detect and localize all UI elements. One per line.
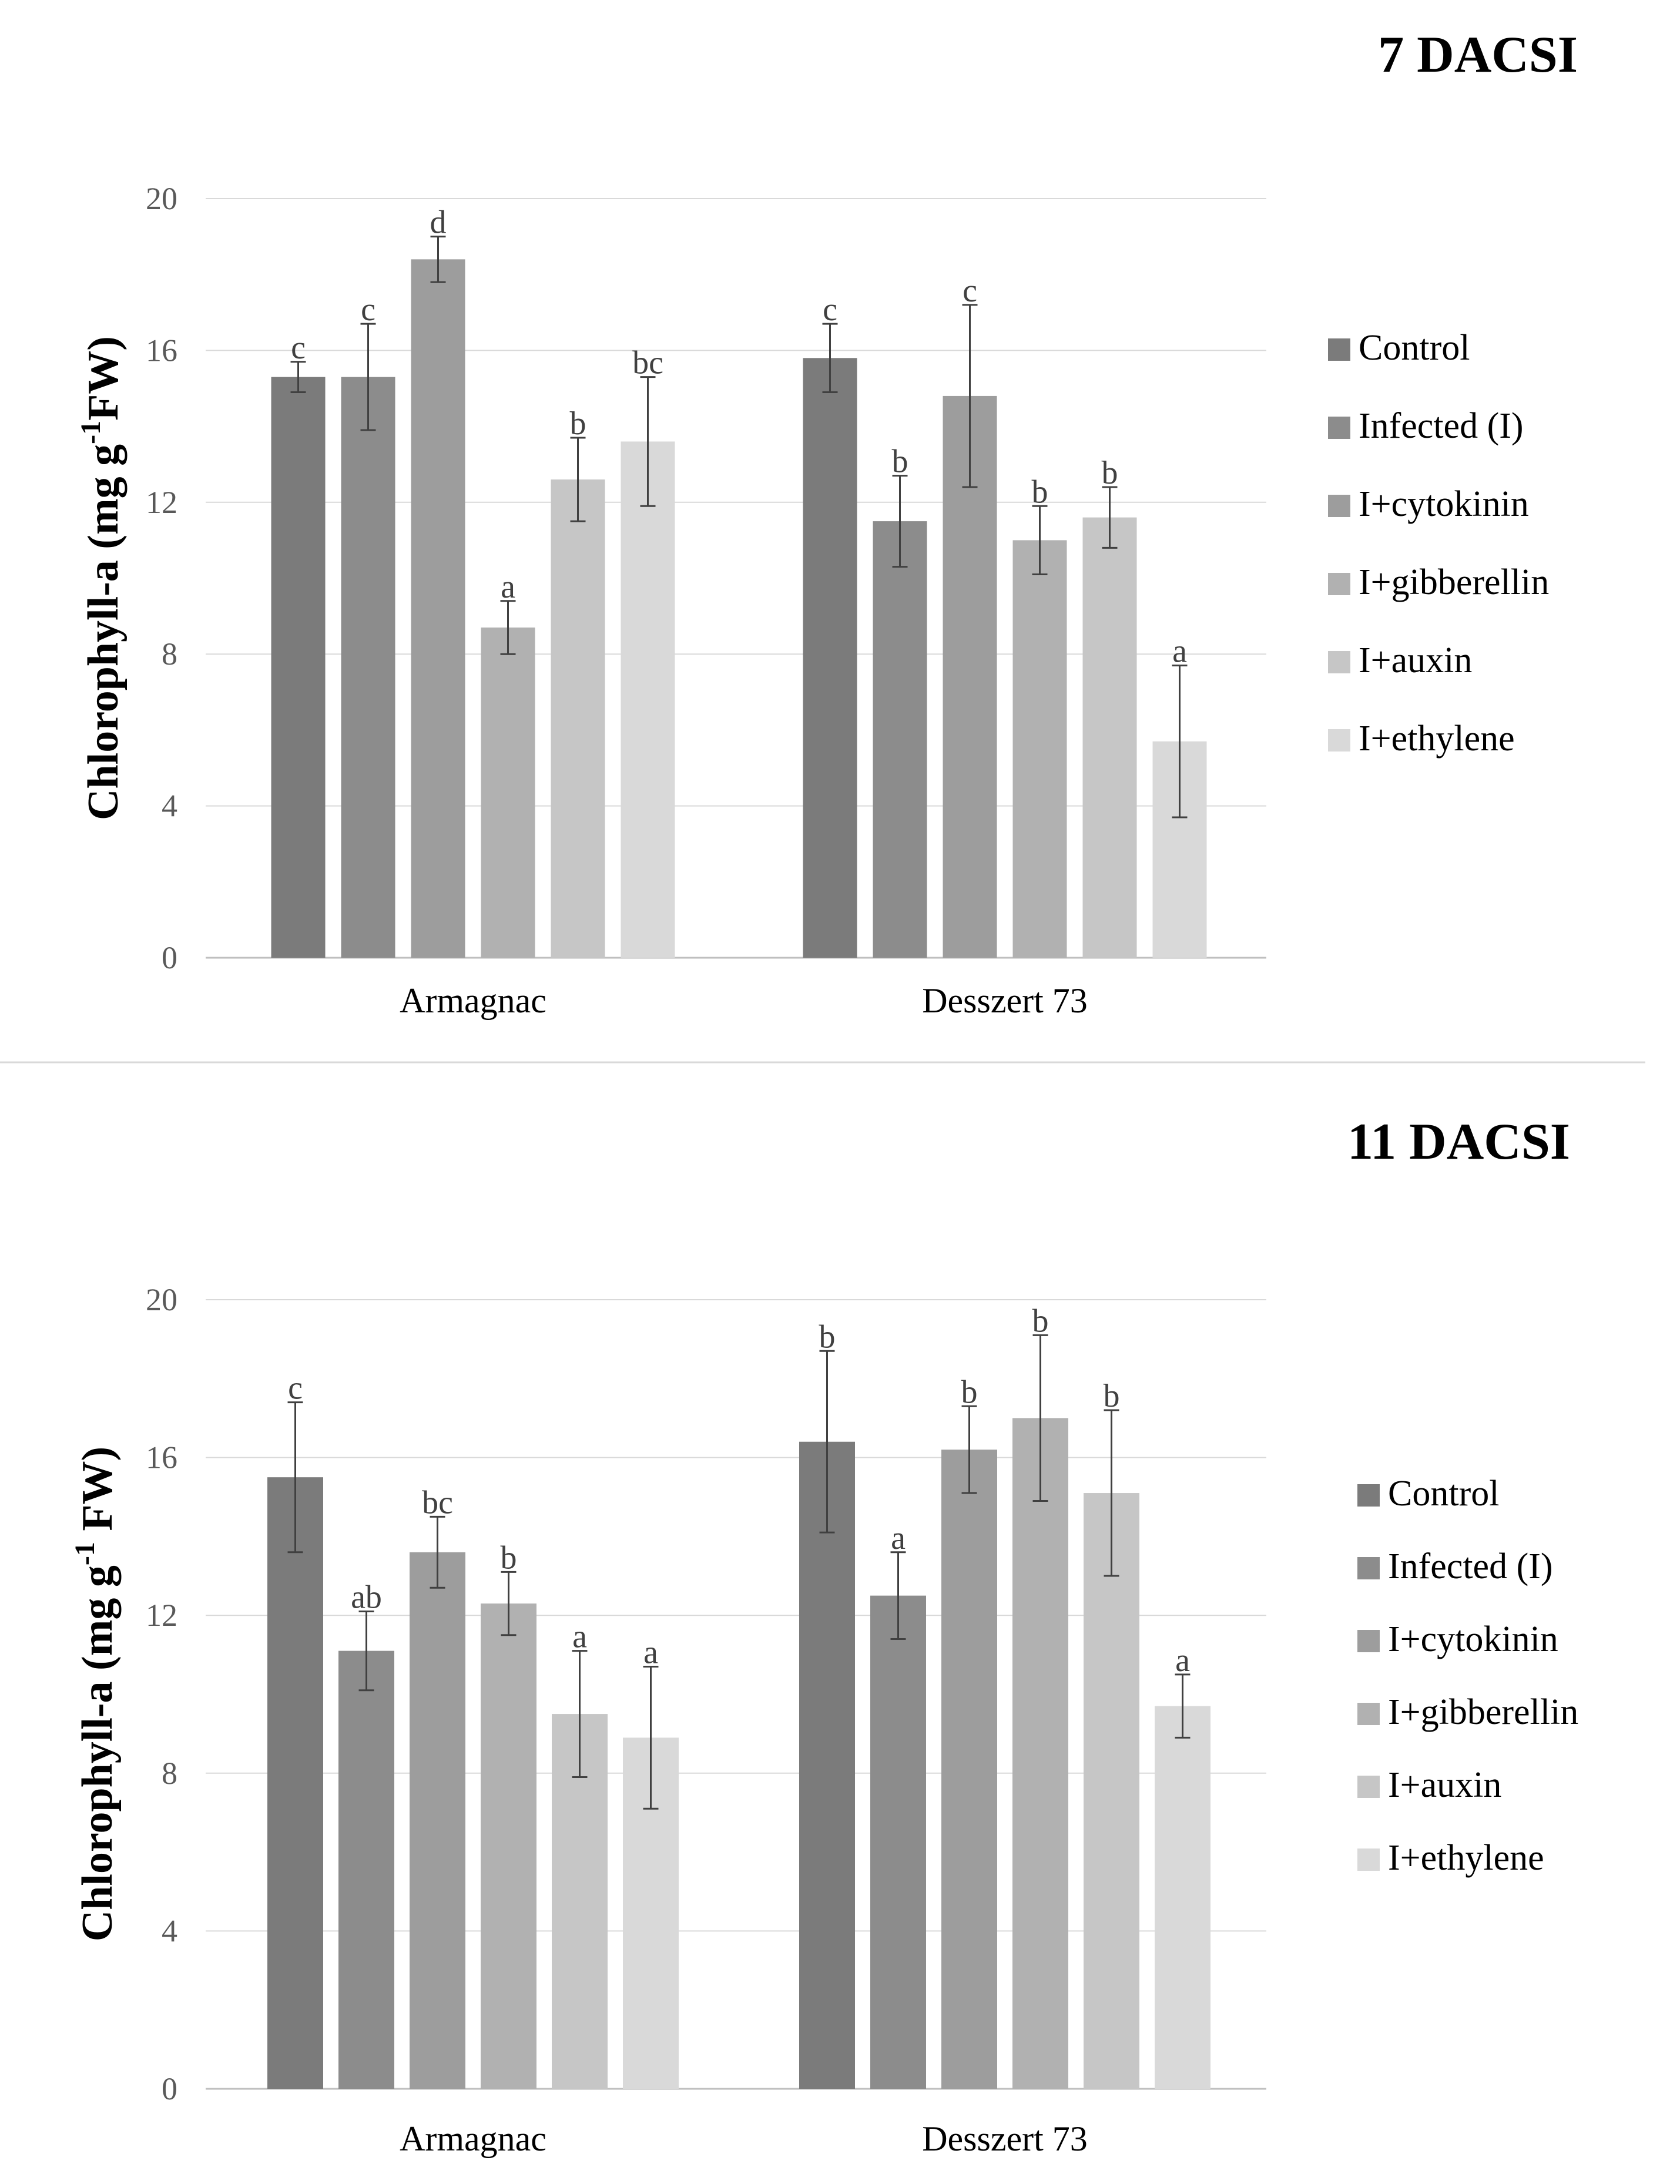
category-label: Desszert 73 [922, 981, 1088, 1020]
legend-swatch [1357, 1776, 1380, 1798]
legend-label: Control [1359, 328, 1470, 368]
legend-label: I+cytokinin [1388, 1619, 1558, 1659]
significance-letter: c [288, 1370, 303, 1407]
legend-swatch [1357, 1703, 1380, 1725]
bar-infected-i [338, 1650, 394, 2089]
y-tick-label: 12 [146, 485, 177, 520]
significance-letter: a [1175, 1642, 1190, 1679]
chart-title: 7 DACSI [1378, 26, 1578, 83]
chart-panel-11-dacsi: 11 DACSI 0 4 8 12 16 20 Chlorophyll-a (mg g-1 F… [69, 1113, 1578, 2158]
significance-letter: a [643, 1634, 658, 1670]
significance-letter: b [1032, 1303, 1049, 1339]
significance-letter: a [1172, 633, 1187, 670]
significance-letter: a [501, 569, 515, 605]
category-label: Desszert 73 [922, 2119, 1088, 2158]
legend-swatch [1357, 1630, 1380, 1652]
significance-letter: c [823, 291, 837, 328]
significance-letter: b [570, 405, 586, 442]
bar-control [803, 358, 857, 958]
legend-swatch [1357, 1557, 1380, 1579]
legend-label: I+cytokinin [1359, 484, 1529, 524]
legend-label: I+gibberellin [1388, 1692, 1578, 1732]
y-axis-label-main: Chlorophyll-a (mg g [73, 1565, 122, 1941]
y-axis-label: Chlorophyll-a (mg g-1FW) [75, 336, 128, 820]
bar-i-gibberellin [481, 627, 535, 958]
bar-control [267, 1477, 323, 2089]
bar-i-cytokinin [411, 259, 465, 958]
y-tick-label: 8 [162, 636, 177, 672]
y-tick-label: 16 [146, 1440, 177, 1475]
legend-label: Control [1388, 1474, 1499, 1514]
significance-letter: b [501, 1539, 517, 1576]
bar-i-auxin [1084, 1493, 1139, 2089]
y-tick-label: 4 [162, 789, 177, 824]
legend-label: I+auxin [1359, 640, 1472, 680]
legend-label: I+ethylene [1388, 1838, 1544, 1878]
legend-swatch [1328, 417, 1350, 439]
y-axis-label-unit: FW) [73, 1447, 122, 1542]
significance-letter: c [361, 291, 375, 328]
y-tick-label: 0 [162, 2071, 177, 2106]
bar-i-gibberellin [1012, 540, 1067, 958]
significance-letter: bc [422, 1484, 453, 1521]
bar-i-ethylene [1155, 1706, 1210, 2089]
y-axis-label-main: Chlorophyll-a (mg g [79, 444, 128, 820]
significance-letter: bc [632, 345, 663, 381]
bar-i-cytokinin [943, 395, 997, 958]
y-tick-label: 12 [146, 1598, 177, 1633]
category-label: Armagnac [400, 981, 546, 1020]
legend-swatch [1357, 1484, 1380, 1507]
y-tick-label: 0 [162, 940, 177, 975]
y-tick-label: 16 [146, 333, 177, 368]
significance-letter: ab [351, 1579, 382, 1615]
legend-label: Infected (I) [1359, 406, 1524, 446]
legend-label: I+gibberellin [1359, 562, 1549, 602]
bar-i-auxin [1082, 517, 1137, 958]
legend-swatch [1328, 573, 1350, 595]
bar-control [799, 1441, 855, 2089]
y-tick-label: 20 [146, 1282, 177, 1317]
legend-label: Infected (I) [1388, 1546, 1553, 1586]
bar-i-auxin [551, 479, 605, 958]
legend-label: I+ethylene [1359, 719, 1515, 759]
chart-title: 11 DACSI [1347, 1113, 1570, 1170]
bar-control [271, 377, 326, 958]
bar-i-gibberellin [481, 1603, 536, 2089]
y-axis-label-superscript: -1 [69, 1542, 100, 1565]
bar-i-cytokinin [941, 1450, 997, 2089]
significance-letter: c [291, 330, 306, 366]
legend-swatch [1328, 495, 1350, 517]
y-tick-label: 8 [162, 1756, 177, 1791]
y-axis-label-superscript: -1 [75, 421, 106, 444]
legend-swatch [1328, 338, 1350, 361]
y-axis-label: Chlorophyll-a (mg g-1 FW) [69, 1447, 122, 1941]
significance-letter: b [1102, 455, 1118, 491]
significance-letter: c [963, 273, 977, 309]
bar-infected-i [341, 377, 395, 958]
legend-swatch [1328, 729, 1350, 752]
bar-infected-i [870, 1595, 926, 2089]
bar-i-gibberellin [1012, 1418, 1068, 2089]
y-axis-label-unit: FW) [79, 336, 128, 421]
legend-swatch [1357, 1848, 1380, 1871]
significance-letter: b [961, 1374, 978, 1410]
bar-i-ethylene [621, 441, 675, 958]
significance-letter: a [891, 1520, 906, 1556]
bar-infected-i [873, 521, 927, 958]
significance-letter: d [430, 204, 447, 241]
y-tick-label: 20 [146, 181, 177, 216]
significance-letter: b [1032, 474, 1048, 510]
significance-letter: a [572, 1619, 587, 1655]
significance-letter: b [892, 444, 908, 480]
legend-swatch [1328, 651, 1350, 673]
significance-letter: b [819, 1319, 836, 1355]
legend-label: I+auxin [1388, 1765, 1501, 1805]
y-tick-label: 4 [162, 1913, 177, 1948]
category-label: Armagnac [400, 2119, 546, 2158]
chart-panel-7-dacsi: 7 DACSI 0 4 8 12 16 20 Chlorophyll-a (mg g-1FW)… [75, 26, 1578, 1020]
bar-i-cytokinin [410, 1552, 465, 2089]
significance-letter: b [1104, 1378, 1120, 1414]
